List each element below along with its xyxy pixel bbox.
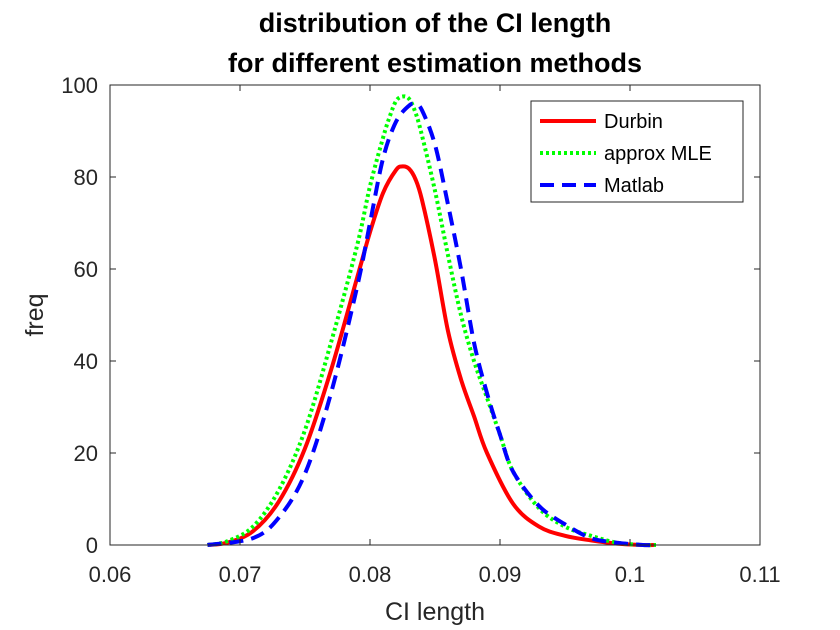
y-tick-label: 0 xyxy=(86,533,98,558)
series-layer xyxy=(207,94,657,548)
y-tick-label: 80 xyxy=(74,165,98,190)
legend-label-matlab: Matlab xyxy=(604,175,664,197)
legend-label-durbin: Durbin xyxy=(604,111,663,133)
y-tick-label: 20 xyxy=(74,441,98,466)
x-tick-label: 0.1 xyxy=(615,562,646,587)
axes-box xyxy=(109,84,761,546)
y-tick-label: 100 xyxy=(61,73,98,98)
series-line-approx-mle xyxy=(207,94,657,548)
y-tick-label: 60 xyxy=(74,257,98,282)
chart-title-line-1: distribution of the CI length xyxy=(259,8,611,38)
legend-label-approx-mle: approx MLE xyxy=(604,143,712,165)
x-tick-label: 0.06 xyxy=(89,562,132,587)
chart-title-line-2: for different estimation methods xyxy=(228,48,642,78)
x-tick-label: 0.08 xyxy=(349,562,392,587)
legend: Durbin approx MLE Matlab xyxy=(530,100,744,203)
x-tick-label: 0.09 xyxy=(479,562,522,587)
x-axis-label: CI length xyxy=(385,598,485,626)
x-tick-label: 0.11 xyxy=(739,562,780,587)
ticks-layer: 0.06 0.07 0.08 0.09 0.1 0.11 0 20 40 60 80 100 xyxy=(61,73,780,587)
y-tick-label: 40 xyxy=(74,349,98,374)
x-tick-label: 0.07 xyxy=(219,562,262,587)
series-line-matlab xyxy=(207,101,657,548)
series-line-durbin xyxy=(207,164,657,548)
y-axis-label: freq xyxy=(21,293,49,336)
